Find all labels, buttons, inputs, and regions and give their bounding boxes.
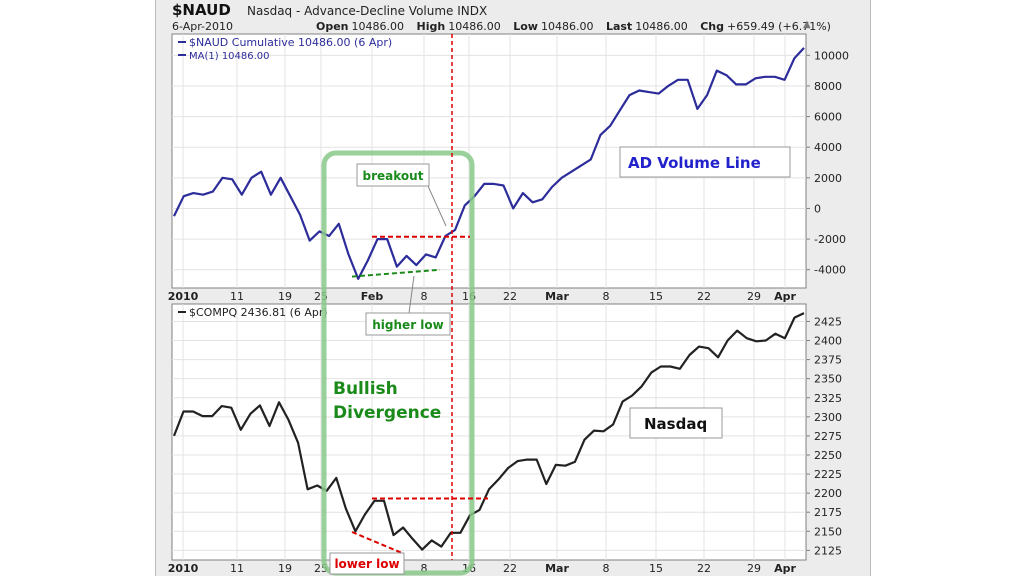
- nasdaq-ytick-label: 2125: [814, 544, 842, 557]
- higher-low-pointer: [408, 275, 415, 314]
- quote-low-label: Low: [513, 20, 538, 33]
- quote-open-label: Open: [316, 20, 349, 33]
- nasdaq-title-text: Nasdaq: [644, 415, 707, 433]
- nasdaq-ytick-label: 2325: [814, 392, 842, 405]
- nasdaq-ytick-label: 2275: [814, 430, 842, 443]
- ad-ytick-label: 6000: [814, 111, 842, 124]
- ad-legend-label: MA(1) 10486.00: [189, 51, 270, 62]
- higher-low-trendline: [351, 268, 441, 278]
- nasdaq-ytick-label: 2150: [814, 525, 842, 538]
- ad-ytick-label: 10000: [814, 49, 849, 62]
- quote-chg-value: +659.49 (+6.71%): [726, 20, 831, 33]
- nasdaq-ytick-label: 2425: [814, 315, 842, 328]
- nasdaq-ytick-label: 2375: [814, 354, 842, 367]
- nasdaq-legend-label: $COMPQ 2436.81 (6 Apr): [189, 306, 328, 319]
- x-axis-label-bottom: 29: [747, 562, 761, 575]
- breakout-pointer: [427, 185, 447, 227]
- chart-name: Nasdaq - Advance-Decline Volume INDX: [247, 4, 488, 18]
- breakout-callout-text: breakout: [363, 169, 424, 183]
- x-axis-label-top: 8: [603, 290, 610, 303]
- chart-date: 6-Apr-2010: [172, 20, 234, 33]
- quote-high-value: 10486.00: [448, 20, 501, 33]
- quote-high-label: High: [416, 20, 446, 33]
- x-axis-label-bottom: 11: [230, 562, 244, 575]
- x-axis-label-top: 8: [421, 290, 428, 303]
- quote-chg-label: Chg: [700, 20, 724, 33]
- x-axis-label-bottom: 8: [421, 562, 428, 575]
- x-axis-label-bottom: 8: [603, 562, 610, 575]
- x-axis-label-bottom: 15: [649, 562, 663, 575]
- ad-legend-label: $NAUD Cumulative 10486.00 (6 Apr): [189, 36, 392, 49]
- quote-open-value: 10486.00: [351, 20, 405, 33]
- ad-ytick-label: 8000: [814, 80, 842, 93]
- divergence-label-line1: Bullish: [333, 379, 398, 399]
- quote-low-value: 10486.00: [540, 20, 594, 33]
- nasdaq-ytick-label: 2400: [814, 335, 842, 348]
- x-axis-label-top: 22: [503, 290, 517, 303]
- ad-ytick-label: -2000: [814, 233, 846, 246]
- x-axis-label-bottom: 22: [503, 562, 517, 575]
- ad-ytick-label: 0: [814, 202, 821, 215]
- nasdaq-ytick-label: 2250: [814, 449, 842, 462]
- nasdaq-series-line: [172, 312, 805, 551]
- x-axis-label-bottom: Apr: [774, 562, 796, 575]
- collapse-caret-icon[interactable]: ▲: [803, 19, 811, 30]
- x-axis-label-bottom: 19: [278, 562, 292, 575]
- higher-low-callout-text: higher low: [372, 318, 443, 332]
- chart-symbol: $NAUD: [172, 1, 231, 19]
- nasdaq-ytick-label: 2300: [814, 411, 842, 424]
- x-axis-label-top: Feb: [361, 290, 384, 303]
- ad-series-line: [173, 47, 805, 280]
- lower-low-callout-box: [329, 552, 405, 575]
- quote-last-value: 10486.00: [635, 20, 688, 33]
- ad-ytick-label: 2000: [814, 172, 842, 185]
- nasdaq-ytick-label: 2225: [814, 468, 842, 481]
- x-axis-label-top: 2010: [168, 290, 199, 303]
- ad-title-text: AD Volume Line: [628, 154, 761, 172]
- lower-low-trendline: [351, 531, 403, 554]
- x-axis-label-bottom: 22: [697, 562, 711, 575]
- x-axis-label-top: 29: [747, 290, 761, 303]
- ad-ytick-label: -4000: [814, 264, 846, 277]
- nasdaq-title-box: [629, 407, 723, 439]
- nasdaq-ytick-label: 2350: [814, 373, 842, 386]
- quote-last-label: Last: [605, 20, 633, 33]
- x-axis-label-top: Apr: [774, 290, 796, 303]
- ad-ytick-label: 4000: [814, 141, 842, 154]
- quote-bar: Open 10486.00 High 10486.00 Low 10486.00 La…: [316, 20, 840, 33]
- x-axis-label-top: 19: [278, 290, 292, 303]
- nasdaq-ytick-label: 2200: [814, 487, 842, 500]
- x-axis-label-top: Mar: [545, 290, 569, 303]
- nasdaq-ytick-label: 2175: [814, 506, 842, 519]
- lower-low-callout-text: lower low: [334, 557, 399, 571]
- x-axis-label-bottom: Mar: [545, 562, 569, 575]
- higher-low-callout-box: [365, 312, 451, 336]
- x-axis-label-top: 22: [697, 290, 711, 303]
- ad-title-box: [619, 146, 791, 178]
- breakout-callout-box: [356, 163, 430, 187]
- x-axis-label-bottom: 2010: [168, 562, 199, 575]
- x-axis-label-top: 15: [649, 290, 663, 303]
- divergence-label-line2: Divergence: [333, 403, 441, 423]
- x-axis-label-top: 11: [230, 290, 244, 303]
